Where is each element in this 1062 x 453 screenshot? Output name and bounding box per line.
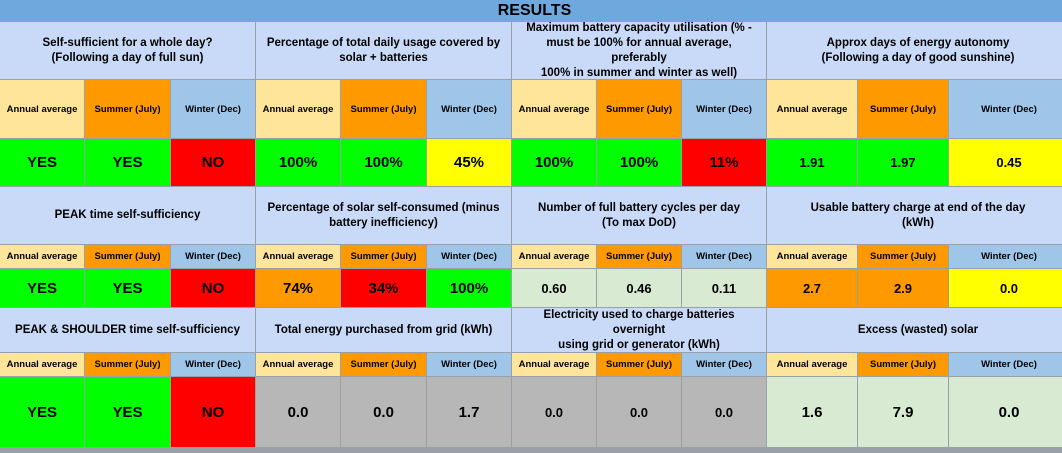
self-sufficient-day-annual-header: Annual average [0, 80, 84, 138]
overnight-charge-electricity-annual-header: Annual average [512, 353, 596, 376]
grid-energy-purchased-summer-header: Summer (July) [341, 353, 426, 376]
overnight-charge-electricity-summer-value: 0.0 [597, 377, 681, 447]
overnight-charge-electricity-question: Electricity used to charge batteries ove… [512, 308, 766, 352]
usable-battery-charge-summer-header: Summer (July) [858, 245, 948, 268]
grid-energy-purchased-summer-value: 0.0 [341, 377, 426, 447]
solar-self-consumed-summer-value: 34% [341, 269, 426, 307]
grid-energy-purchased-winter-value: 1.7 [427, 377, 511, 447]
peak-shoulder-self-sufficiency-winter-header: Winter (Dec) [171, 353, 255, 376]
battery-cycles-annual-value: 0.60 [512, 269, 596, 307]
days-autonomy-summer-header: Summer (July) [858, 80, 948, 138]
solar-self-consumed-winter-value: 100% [427, 269, 511, 307]
peak-self-sufficiency-winter-header: Winter (Dec) [171, 245, 255, 268]
battery-utilisation-winter-value: 11% [682, 139, 766, 186]
daily-usage-covered-summer-value: 100% [341, 139, 426, 186]
self-sufficient-day-question: Self-sufficient for a whole day? (Follow… [0, 22, 255, 79]
battery-utilisation-question: Maximum battery capacity utilisation (% … [512, 22, 766, 79]
excess-solar-winter-value: 0.0 [949, 377, 1062, 447]
grid-energy-purchased-question: Total energy purchased from grid (kWh) [256, 308, 511, 352]
self-sufficient-day-winter-header: Winter (Dec) [171, 80, 255, 138]
battery-utilisation-annual-value: 100% [512, 139, 596, 186]
peak-shoulder-self-sufficiency-summer-value: YES [85, 377, 170, 447]
excess-solar-summer-value: 7.9 [858, 377, 948, 447]
peak-shoulder-self-sufficiency-annual-value: YES [0, 377, 84, 447]
usable-battery-charge-winter-header: Winter (Dec) [949, 245, 1062, 268]
excess-solar-annual-value: 1.6 [767, 377, 857, 447]
battery-cycles-winter-header: Winter (Dec) [682, 245, 766, 268]
battery-utilisation-summer-value: 100% [597, 139, 681, 186]
daily-usage-covered-summer-header: Summer (July) [341, 80, 426, 138]
days-autonomy-winter-value: 0.45 [949, 139, 1062, 186]
battery-cycles-question: Number of full battery cycles per day (T… [512, 187, 766, 244]
self-sufficient-day-summer-value: YES [85, 139, 170, 186]
daily-usage-covered-question: Percentage of total daily usage covered … [256, 22, 511, 79]
days-autonomy-winter-header: Winter (Dec) [949, 80, 1062, 138]
peak-shoulder-self-sufficiency-summer-header: Summer (July) [85, 353, 170, 376]
excess-solar-winter-header: Winter (Dec) [949, 353, 1062, 376]
excess-solar-question: Excess (wasted) solar [767, 308, 1062, 352]
self-sufficient-day-summer-header: Summer (July) [85, 80, 170, 138]
overnight-charge-electricity-summer-header: Summer (July) [597, 353, 681, 376]
peak-self-sufficiency-summer-header: Summer (July) [85, 245, 170, 268]
peak-self-sufficiency-annual-header: Annual average [0, 245, 84, 268]
usable-battery-charge-question: Usable battery charge at end of the day … [767, 187, 1062, 244]
peak-shoulder-self-sufficiency-question: PEAK & SHOULDER time self-sufficiency [0, 308, 255, 352]
results-title: RESULTS [0, 0, 1062, 21]
overnight-charge-electricity-annual-value: 0.0 [512, 377, 596, 447]
self-sufficient-day-winter-value: NO [171, 139, 255, 186]
battery-cycles-winter-value: 0.11 [682, 269, 766, 307]
peak-shoulder-self-sufficiency-winter-value: NO [171, 377, 255, 447]
usable-battery-charge-annual-value: 2.7 [767, 269, 857, 307]
self-sufficient-day-annual-value: YES [0, 139, 84, 186]
usable-battery-charge-summer-value: 2.9 [858, 269, 948, 307]
overnight-charge-electricity-winter-header: Winter (Dec) [682, 353, 766, 376]
solar-self-consumed-winter-header: Winter (Dec) [427, 245, 511, 268]
grid-energy-purchased-annual-value: 0.0 [256, 377, 340, 447]
usable-battery-charge-winter-value: 0.0 [949, 269, 1062, 307]
battery-cycles-summer-value: 0.46 [597, 269, 681, 307]
battery-utilisation-winter-header: Winter (Dec) [682, 80, 766, 138]
peak-self-sufficiency-annual-value: YES [0, 269, 84, 307]
daily-usage-covered-winter-value: 45% [427, 139, 511, 186]
days-autonomy-annual-value: 1.91 [767, 139, 857, 186]
battery-utilisation-summer-header: Summer (July) [597, 80, 681, 138]
grid-energy-purchased-annual-header: Annual average [256, 353, 340, 376]
daily-usage-covered-annual-header: Annual average [256, 80, 340, 138]
grid-energy-purchased-winter-header: Winter (Dec) [427, 353, 511, 376]
battery-cycles-summer-header: Summer (July) [597, 245, 681, 268]
solar-self-consumed-annual-value: 74% [256, 269, 340, 307]
peak-self-sufficiency-winter-value: NO [171, 269, 255, 307]
daily-usage-covered-winter-header: Winter (Dec) [427, 80, 511, 138]
peak-self-sufficiency-summer-value: YES [85, 269, 170, 307]
days-autonomy-annual-header: Annual average [767, 80, 857, 138]
peak-self-sufficiency-question: PEAK time self-sufficiency [0, 187, 255, 244]
solar-self-consumed-question: Percentage of solar self-consumed (minus… [256, 187, 511, 244]
excess-solar-annual-header: Annual average [767, 353, 857, 376]
daily-usage-covered-annual-value: 100% [256, 139, 340, 186]
usable-battery-charge-annual-header: Annual average [767, 245, 857, 268]
excess-solar-summer-header: Summer (July) [858, 353, 948, 376]
overnight-charge-electricity-winter-value: 0.0 [682, 377, 766, 447]
solar-self-consumed-summer-header: Summer (July) [341, 245, 426, 268]
battery-utilisation-annual-header: Annual average [512, 80, 596, 138]
battery-cycles-annual-header: Annual average [512, 245, 596, 268]
days-autonomy-summer-value: 1.97 [858, 139, 948, 186]
solar-self-consumed-annual-header: Annual average [256, 245, 340, 268]
peak-shoulder-self-sufficiency-annual-header: Annual average [0, 353, 84, 376]
days-autonomy-question: Approx days of energy autonomy (Followin… [767, 22, 1062, 79]
